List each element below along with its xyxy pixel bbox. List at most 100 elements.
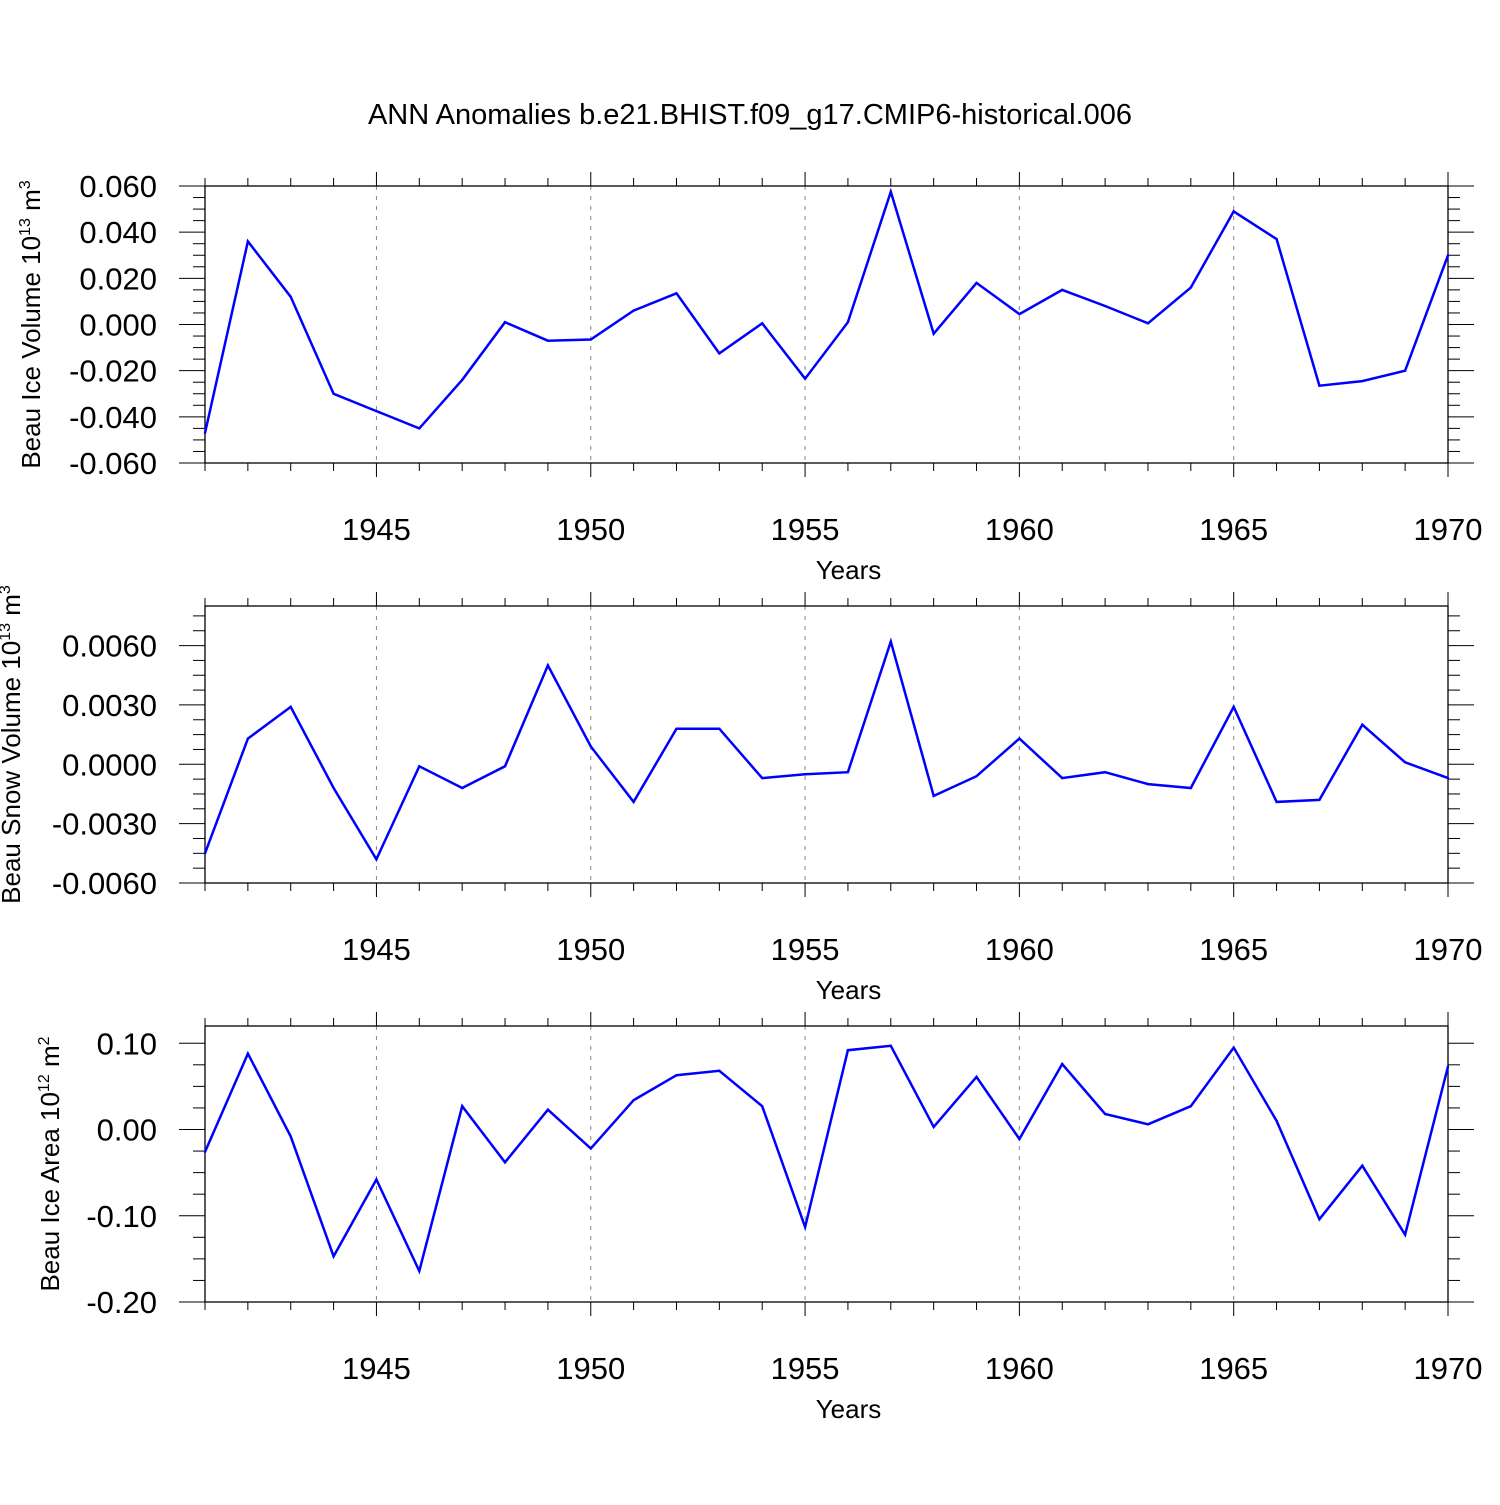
- x-tick-label: 1970: [1414, 932, 1483, 967]
- data-point: [289, 705, 292, 709]
- y-axis-title-unit: m: [35, 1045, 65, 1074]
- data-point: [589, 338, 592, 341]
- x-tick-label: 1970: [1414, 1351, 1483, 1386]
- data-point: [1403, 1233, 1407, 1236]
- x-tick-label: 1955: [771, 1351, 840, 1386]
- y-tick-label: -0.20: [86, 1285, 157, 1320]
- data-point: [418, 427, 421, 430]
- data-point: [1146, 322, 1150, 325]
- data-point: [1146, 782, 1150, 786]
- data-point: [1146, 1123, 1150, 1126]
- data-point: [460, 1105, 464, 1108]
- page-title: ANN Anomalies b.e21.BHIST.f09_g17.CMIP6-…: [368, 99, 1132, 131]
- y-tick-label: -0.060: [69, 446, 157, 481]
- data-point: [718, 352, 721, 355]
- y-axis-title-unit: m: [0, 594, 26, 623]
- data-point: [718, 1069, 721, 1073]
- y-tick-label: 0.0060: [62, 629, 157, 664]
- data-point: [418, 1269, 421, 1273]
- data-point: [460, 786, 464, 790]
- data-point: [889, 1044, 892, 1048]
- data-point: [932, 332, 935, 335]
- x-tick-label: 1955: [771, 932, 840, 967]
- data-point: [761, 322, 764, 325]
- x-axis-title: Years: [816, 1394, 882, 1424]
- data-point: [246, 737, 250, 740]
- y-axis-title: Beau Ice Area 1012 m2: [35, 1036, 65, 1291]
- data-point: [1018, 312, 1021, 316]
- data-point: [1103, 304, 1107, 308]
- y-tick-label: 0.0000: [62, 747, 157, 782]
- x-tick-label: 1965: [1199, 512, 1268, 547]
- y-tick-label: 0.00: [97, 1113, 157, 1148]
- data-point: [1361, 723, 1364, 726]
- data-point: [503, 765, 507, 768]
- data-point: [589, 745, 592, 748]
- y-axis-title-unit-exponent: 3: [17, 180, 34, 189]
- plot-frame: [204, 605, 1449, 884]
- data-point: [546, 664, 550, 667]
- data-point: [1446, 254, 1450, 257]
- data-point: [975, 1075, 978, 1079]
- data-point: [889, 640, 892, 643]
- y-tick-label: 0.020: [79, 261, 157, 296]
- data-point: [675, 292, 678, 295]
- data-point: [546, 1108, 550, 1111]
- data-point: [846, 320, 850, 324]
- data-point: [246, 1052, 250, 1055]
- data-point: [1061, 776, 1064, 780]
- x-tick-label: 1960: [985, 1351, 1054, 1386]
- y-axis-title: Beau Ice Volume 1013 m3: [16, 180, 46, 468]
- series-line: [203, 1044, 1450, 1275]
- y-tick-label: 0.0030: [62, 688, 157, 723]
- x-tick-label: 1960: [985, 512, 1054, 547]
- data-point: [846, 771, 850, 774]
- x-tick-label: 1970: [1414, 512, 1483, 547]
- x-tick-label: 1945: [342, 932, 411, 967]
- data-point: [761, 776, 764, 780]
- y-tick-label: -0.040: [69, 400, 157, 435]
- series-line: [203, 637, 1449, 862]
- data-point: [1361, 1164, 1364, 1167]
- x-tick-label: 1950: [556, 1351, 625, 1386]
- chart-panel-2: 1945 1950 1955 1960 1965 1970 0.0060 0.0030 0.00…: [0, 585, 1482, 1005]
- y-tick-label: 0.10: [97, 1026, 157, 1061]
- plot-frame: [204, 1025, 1449, 1303]
- data-point: [1275, 237, 1278, 241]
- data-point: [932, 1125, 935, 1129]
- y-tick-label: -0.10: [86, 1199, 157, 1234]
- y-axis-title-prefix: Beau Ice Area 10: [35, 1092, 65, 1291]
- plot-frame: [204, 185, 1449, 464]
- data-point: [1061, 1062, 1064, 1066]
- data-point: [1318, 1218, 1321, 1221]
- data-point: [246, 240, 250, 243]
- data-point: [632, 800, 635, 804]
- x-tick-label: 1965: [1199, 1351, 1268, 1386]
- data-point: [632, 309, 635, 312]
- data-point: [418, 765, 421, 768]
- data-point: [1403, 761, 1407, 764]
- y-tick-label: -0.020: [69, 354, 157, 389]
- data-point: [675, 1073, 678, 1077]
- data-point: [1403, 369, 1407, 372]
- data-point: [332, 392, 335, 395]
- data-point: [1103, 1112, 1107, 1116]
- series-line: [203, 187, 1450, 434]
- data-point: [203, 1150, 207, 1154]
- data-point: [1232, 1046, 1235, 1049]
- y-axis-title-exponent: 13: [0, 623, 14, 641]
- data-point: [1189, 1105, 1193, 1108]
- y-axis-title-unit-exponent: 2: [36, 1036, 53, 1045]
- data-point: [803, 377, 807, 380]
- data-point: [203, 852, 207, 855]
- data-point: [1061, 288, 1064, 292]
- x-tick-label: 1950: [556, 932, 625, 967]
- data-point: [675, 727, 678, 730]
- data-point: [332, 1255, 335, 1258]
- x-tick-label: 1965: [1199, 932, 1268, 967]
- y-axis-title: Beau Snow Volume 1013 m3: [0, 585, 26, 904]
- data-point: [761, 1105, 764, 1108]
- y-axis-title-prefix: Beau Ice Volume 10: [16, 236, 46, 469]
- chart-panel-3: 1945 1950 1955 1960 1965 1970 0.10 0.00 -0.10 -0.…: [35, 1012, 1482, 1424]
